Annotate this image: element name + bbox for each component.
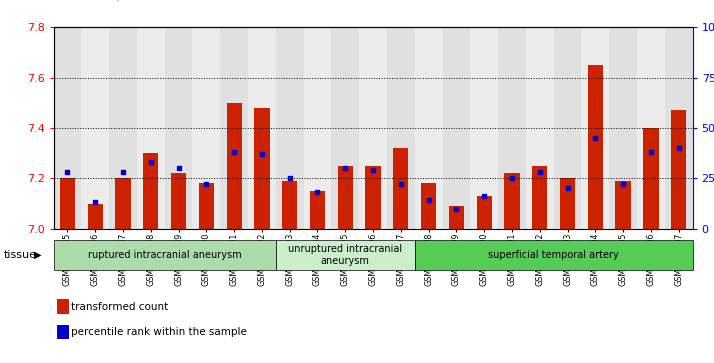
Bar <box>254 108 270 229</box>
Bar <box>393 148 408 229</box>
Bar <box>449 206 464 229</box>
Bar <box>282 181 297 229</box>
Bar <box>443 27 471 229</box>
Bar <box>476 196 492 229</box>
Bar <box>588 65 603 229</box>
Bar <box>615 181 630 229</box>
Bar <box>526 27 553 229</box>
Bar <box>637 27 665 229</box>
Bar <box>671 110 686 229</box>
Bar <box>137 27 165 229</box>
Bar <box>226 103 242 229</box>
Bar <box>643 128 658 229</box>
Bar <box>560 178 575 229</box>
Text: transformed count: transformed count <box>71 302 169 312</box>
Bar <box>366 166 381 229</box>
Bar <box>303 27 331 229</box>
Bar <box>331 27 359 229</box>
Bar <box>198 183 214 229</box>
Bar <box>220 27 248 229</box>
Bar <box>504 173 520 229</box>
Bar <box>109 27 137 229</box>
Bar <box>471 27 498 229</box>
Text: percentile rank within the sample: percentile rank within the sample <box>71 327 247 337</box>
Bar <box>171 173 186 229</box>
Text: GDS5186 / 2782: GDS5186 / 2782 <box>54 0 156 2</box>
Bar <box>532 166 548 229</box>
Bar <box>60 178 75 229</box>
Bar <box>81 27 109 229</box>
Bar <box>276 27 303 229</box>
Bar <box>88 204 103 229</box>
Bar <box>248 27 276 229</box>
Bar <box>310 191 325 229</box>
Bar <box>415 27 443 229</box>
Text: unruptured intracranial
aneurysm: unruptured intracranial aneurysm <box>288 244 403 266</box>
Bar <box>193 27 220 229</box>
Bar <box>665 27 693 229</box>
Bar <box>143 153 159 229</box>
Bar <box>338 166 353 229</box>
Bar <box>609 27 637 229</box>
Text: superficial temporal artery: superficial temporal artery <box>488 250 619 260</box>
Bar <box>581 27 609 229</box>
Bar <box>116 178 131 229</box>
Bar <box>165 27 193 229</box>
Text: ruptured intracranial aneurysm: ruptured intracranial aneurysm <box>88 250 241 260</box>
Bar <box>421 183 436 229</box>
Bar <box>387 27 415 229</box>
Text: tissue: tissue <box>4 250 36 260</box>
Bar <box>498 27 526 229</box>
Bar <box>553 27 581 229</box>
Bar <box>359 27 387 229</box>
Bar <box>54 27 81 229</box>
Text: ▶: ▶ <box>34 250 42 260</box>
